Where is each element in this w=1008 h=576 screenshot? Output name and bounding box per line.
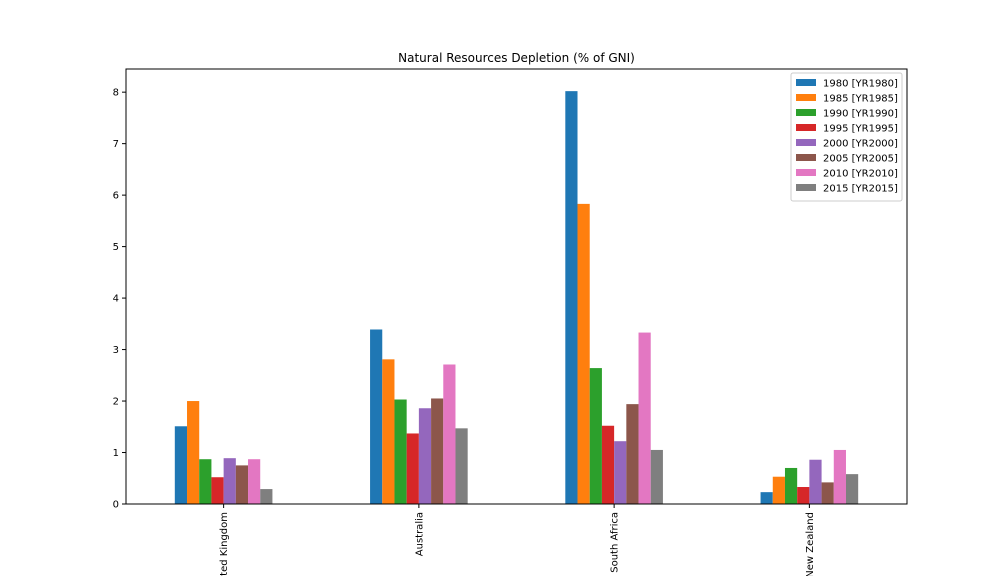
- y-tick-label: 6: [113, 191, 119, 202]
- bar-2010-3: [833, 449, 846, 504]
- legend-label: 1980 [YR1980]: [823, 79, 898, 90]
- bar-1990-2: [589, 368, 602, 504]
- bar-2010-2: [638, 332, 651, 504]
- bar-2000-0: [223, 458, 236, 504]
- legend-swatch: [796, 169, 816, 176]
- y-axis: 0 1 2 3 4 5 6 7 8: [113, 88, 126, 511]
- bar-1985-1: [382, 359, 395, 504]
- bar-1980-2: [565, 91, 578, 504]
- bar-1995-3: [797, 487, 810, 504]
- legend-swatch: [796, 139, 816, 146]
- bar-1990-0: [199, 459, 212, 504]
- bars: [174, 91, 859, 504]
- bar-2015-2: [650, 449, 663, 504]
- y-tick-label: 4: [113, 294, 119, 305]
- bar-2000-2: [614, 441, 627, 504]
- legend: 1980 [YR1980] 1985 [YR1985] 1990 [YR1990] 1…: [790, 72, 903, 202]
- bar-1980-1: [370, 329, 383, 504]
- legend-swatch: [796, 94, 816, 101]
- x-tick-label: United Kingdom: [219, 512, 230, 576]
- legend-label: 2000 [YR2000]: [823, 139, 898, 150]
- bar-1990-1: [394, 399, 407, 504]
- bar-2005-2: [626, 404, 639, 504]
- bar-1995-2: [601, 425, 615, 504]
- bar-1985-3: [772, 476, 785, 504]
- bar-2005-1: [431, 398, 444, 504]
- y-tick-label: 8: [113, 88, 119, 99]
- bar-2000-3: [809, 459, 822, 504]
- legend-swatch: [796, 79, 816, 86]
- plot-frame: [125, 68, 908, 505]
- bar-2015-1: [455, 428, 468, 504]
- y-tick-label: 5: [113, 242, 119, 253]
- bar-1985-2: [577, 203, 590, 504]
- bar-1990-3: [784, 467, 798, 504]
- legend-label: 1990 [YR1990]: [823, 109, 898, 120]
- x-tick-label: South Africa: [610, 512, 621, 573]
- bar-1980-0: [174, 426, 188, 504]
- legend-swatch: [796, 154, 816, 161]
- x-tick-label: New Zealand: [805, 512, 816, 576]
- y-tick-label: 1: [113, 448, 119, 459]
- bar-2000-1: [418, 408, 432, 504]
- bar-1995-0: [211, 477, 224, 504]
- legend-swatch: [796, 184, 816, 191]
- x-axis: United Kingdom Australia South Africa New Z…: [219, 504, 816, 576]
- legend-label: 1995 [YR1995]: [823, 124, 898, 135]
- x-tick-label: Australia: [414, 512, 425, 556]
- chart-title: Natural Resources Depletion (% of GNI): [398, 51, 635, 65]
- y-tick-label: 2: [113, 397, 119, 408]
- y-tick-label: 7: [113, 139, 119, 150]
- bar-1980-3: [760, 492, 773, 504]
- y-tick-label: 3: [113, 345, 119, 356]
- legend-swatch: [796, 109, 816, 116]
- legend-box: [790, 72, 903, 202]
- legend-swatch: [796, 124, 816, 131]
- bar-2015-0: [260, 489, 273, 504]
- legend-label: 2015 [YR2015]: [823, 184, 898, 195]
- legend-label: 2005 [YR2005]: [823, 154, 898, 165]
- bar-2010-1: [443, 364, 456, 504]
- bar-2005-3: [821, 482, 834, 504]
- bar-2010-0: [248, 459, 261, 504]
- bar-2005-0: [235, 465, 249, 504]
- bar-1985-0: [187, 401, 200, 504]
- legend-label: 1985 [YR1985]: [823, 94, 898, 105]
- bar-1995-1: [406, 433, 419, 504]
- y-tick-label: 0: [113, 500, 119, 511]
- bar-2015-3: [845, 474, 859, 504]
- legend-label: 2010 [YR2010]: [823, 169, 898, 180]
